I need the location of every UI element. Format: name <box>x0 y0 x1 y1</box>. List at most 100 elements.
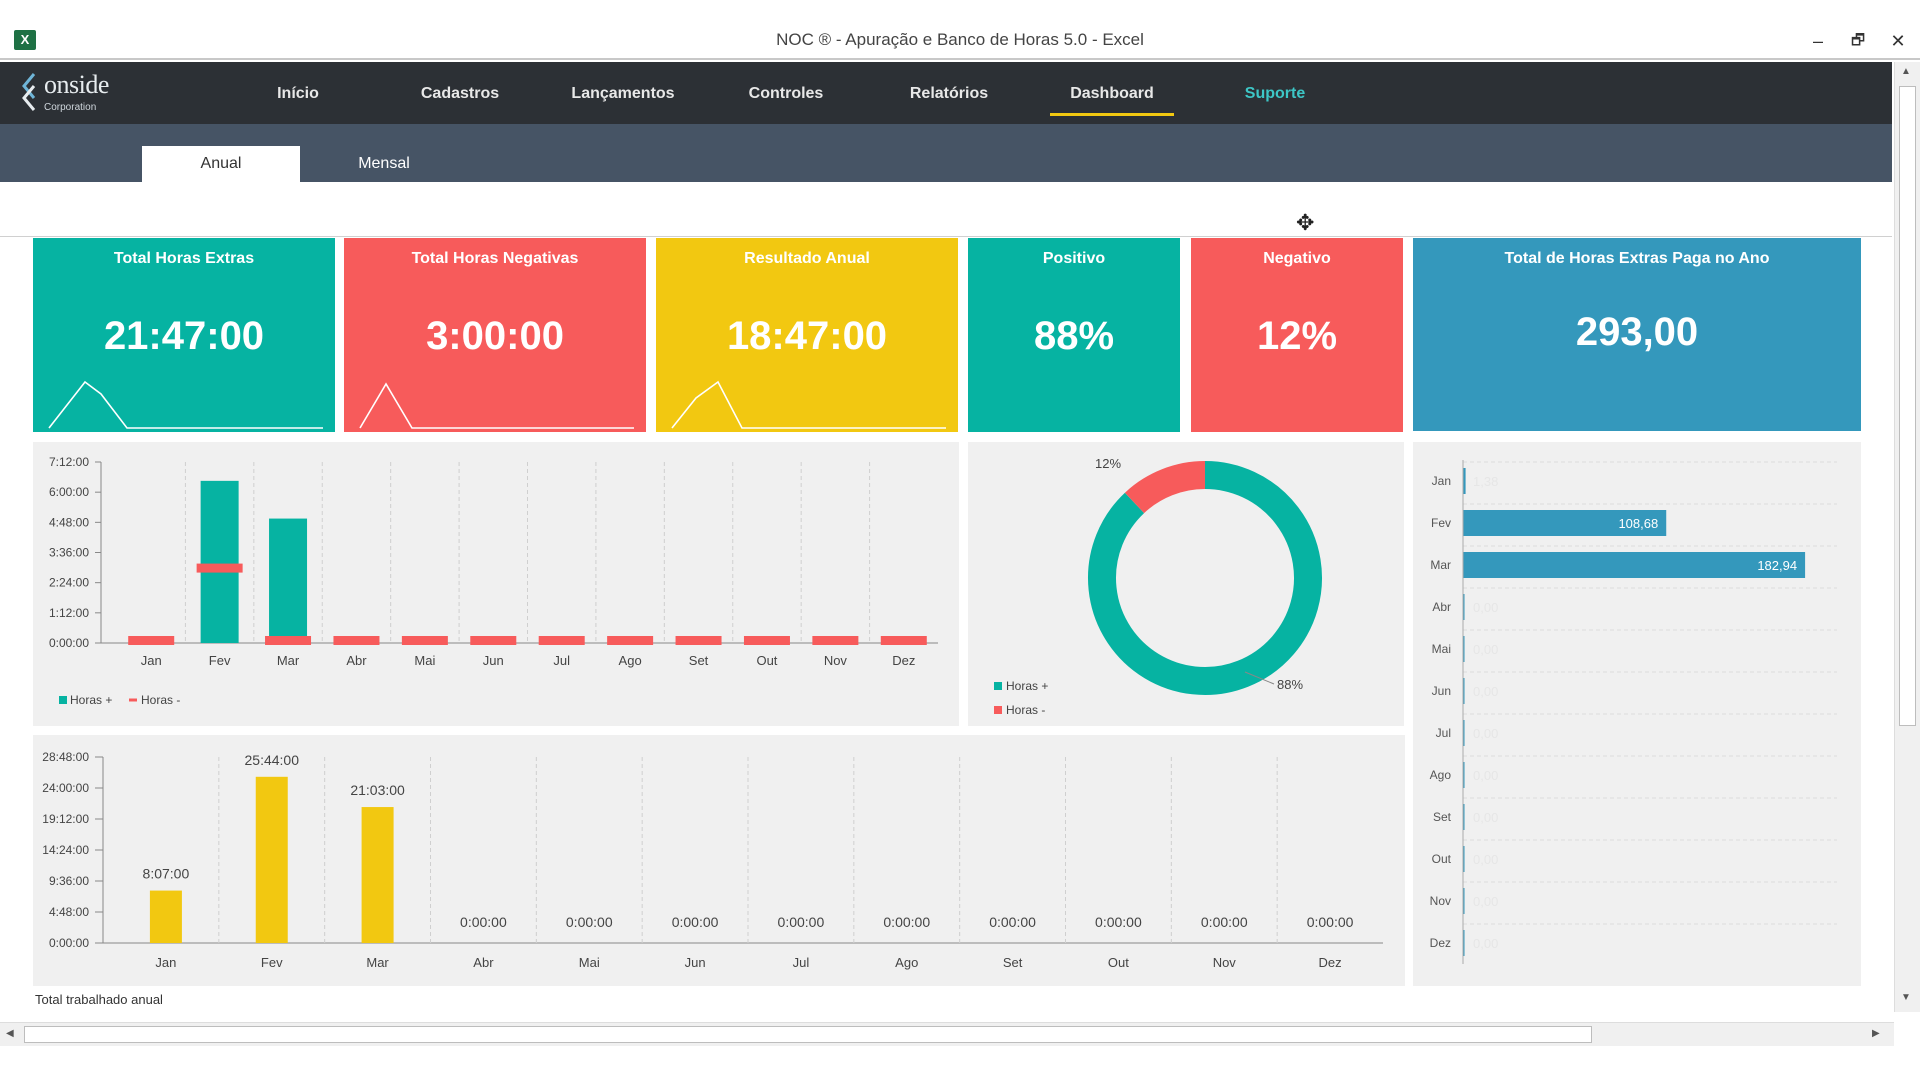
y-tick-label: Jun <box>1432 684 1451 698</box>
donut-data-label: 88% <box>1277 677 1303 692</box>
card-value: 21:47:00 <box>103 314 265 358</box>
y-tick-label: Abr <box>1432 600 1451 614</box>
card-value: 3:00:00 <box>426 314 564 358</box>
legend-label: Horas - <box>141 693 180 707</box>
y-tick-label: Jan <box>1432 474 1451 488</box>
top-navbar <box>0 62 1892 124</box>
bar-data-label: 182,94 <box>1757 558 1797 573</box>
bar-horas-pagas <box>1463 468 1466 494</box>
bar-horas-pagas <box>1463 762 1465 788</box>
scroll-down-icon[interactable]: ▼ <box>1901 992 1911 1003</box>
panel-horas-pagas: Jan 1,38 Fev 108,68 Mar 182,94 Abr 0,00 Mai 0,00 J… <box>1413 442 1861 986</box>
x-tick-label: Ago <box>619 653 642 668</box>
marker-horas-negativas <box>128 636 175 645</box>
excel-icon: X <box>14 30 36 50</box>
legend-swatch <box>994 706 1002 714</box>
y-tick-label: 24:00:00 <box>42 781 89 795</box>
scroll-up-icon[interactable]: ▲ <box>1901 66 1911 77</box>
vertical-scroll-thumb[interactable] <box>1899 86 1916 726</box>
x-tick-label: Abr <box>473 955 494 970</box>
minimize-button[interactable]: – <box>1812 31 1823 51</box>
marker-horas-negativas <box>538 636 585 645</box>
horizontal-scrollbar[interactable]: ◀ ▶ <box>0 1022 1894 1046</box>
nav-inicio[interactable]: Início <box>277 85 319 102</box>
bar-horas-pagas <box>1463 846 1465 872</box>
nav-lancamentos[interactable]: Lançamentos <box>571 85 675 102</box>
sparkline <box>671 380 946 429</box>
bar-data-label: 0,00 <box>1473 600 1498 615</box>
bar-horas-pagas <box>1463 636 1465 662</box>
bar-horas-pagas <box>1463 930 1465 956</box>
bar-data-label: 0:00:00 <box>1095 914 1142 930</box>
marker-horas-negativas <box>401 636 448 645</box>
bar-horas-pagas <box>1463 888 1465 914</box>
legend-label: Horas + <box>1006 679 1048 693</box>
card-title: Negativo <box>1263 250 1331 267</box>
legend-swatch <box>59 696 67 704</box>
x-tick-label: Jul <box>553 653 570 668</box>
nav-cadastros[interactable]: Cadastros <box>420 85 500 102</box>
y-tick-label: 9:36:00 <box>49 874 89 888</box>
sparkline <box>48 380 323 429</box>
bar-data-label: 0,00 <box>1473 894 1498 909</box>
bar-data-label: 0:00:00 <box>672 914 719 930</box>
x-tick-label: Set <box>689 653 709 668</box>
y-tick-label: 4:48:00 <box>49 515 89 529</box>
logo-chevron-icon <box>22 73 36 111</box>
nav-suporte[interactable]: Suporte <box>1244 85 1306 102</box>
x-tick-label: Mar <box>366 955 389 970</box>
card-value: 293,00 <box>1575 310 1699 354</box>
panel-total-trabalhado: 0:00:00 4:48:00 9:36:00 14:24:00 19:12:00 24:… <box>33 735 1405 986</box>
logo-subtitle: Corporation <box>44 102 97 113</box>
nav-controles[interactable]: Controles <box>748 85 824 102</box>
marker-horas-negativas <box>607 636 654 645</box>
scroll-left-icon[interactable]: ◀ <box>6 1028 14 1039</box>
bar-data-label: 0:00:00 <box>460 914 507 930</box>
bar-data-label: 0:00:00 <box>1201 914 1248 930</box>
marker-horas-negativas <box>333 636 380 645</box>
chart-positivo-negativo: 12% 88% Horas + Horas - <box>994 456 1322 717</box>
subtab-bar <box>0 124 1892 182</box>
marker-horas-negativas <box>675 636 722 645</box>
card-negativo: Negativo 12% <box>1191 238 1403 432</box>
marker-horas-negativas <box>880 636 927 645</box>
restore-button[interactable]: 🗗 <box>1850 32 1866 49</box>
y-tick-label: 2:24:00 <box>49 576 89 590</box>
horizontal-scroll-thumb[interactable] <box>24 1026 1592 1043</box>
card-title: Resultado Anual <box>744 250 870 267</box>
leader-line <box>1244 671 1275 685</box>
y-tick-label: 0:00:00 <box>49 636 89 650</box>
donut-slice <box>1124 461 1206 514</box>
bar-horas-positivas <box>269 518 308 643</box>
y-tick-label: Mai <box>1432 642 1451 656</box>
tab-anual[interactable]: Anual <box>142 146 300 182</box>
bar-data-label: 0:00:00 <box>566 914 613 930</box>
close-button[interactable]: ✕ <box>1890 31 1906 51</box>
panel-horas-chart: 0:00:00 1:12:00 2:24:00 3:36:00 4:48:00 6:00:… <box>33 442 959 726</box>
vertical-scrollbar[interactable]: ▲ ▼ <box>1894 62 1920 1012</box>
nav-dashboard[interactable]: Dashboard <box>1032 62 1192 124</box>
x-tick-label: Out <box>1108 955 1129 970</box>
y-tick-label: 0:00:00 <box>49 936 89 950</box>
card-title: Total de Horas Extras Paga no Ano <box>1504 250 1770 267</box>
bar-data-label: 21:03:00 <box>350 782 405 798</box>
legend-label: Horas - <box>1006 703 1045 717</box>
marker-horas-negativas <box>812 636 859 645</box>
y-tick-label: 14:24:00 <box>42 843 89 857</box>
bar-data-label: 0,00 <box>1473 768 1498 783</box>
x-tick-label: Fev <box>209 653 231 668</box>
x-tick-label: Jun <box>483 653 504 668</box>
x-tick-label: Nov <box>1213 955 1237 970</box>
tab-mensal[interactable]: Mensal <box>358 155 410 172</box>
y-tick-label: Mar <box>1430 558 1451 572</box>
bar-data-label: 0:00:00 <box>778 914 825 930</box>
x-tick-label: Mai <box>414 653 435 668</box>
bar-horas-positivas <box>200 480 239 643</box>
bar-horas-pagas <box>1463 720 1465 746</box>
card-horas-extras-pagas: Total de Horas Extras Paga no Ano 293,00 <box>1413 238 1861 431</box>
nav-relatorios[interactable]: Relatórios <box>909 85 989 102</box>
card-title: Positivo <box>1042 250 1106 267</box>
x-tick-label: Set <box>1003 955 1023 970</box>
scroll-right-icon[interactable]: ▶ <box>1872 1028 1880 1039</box>
